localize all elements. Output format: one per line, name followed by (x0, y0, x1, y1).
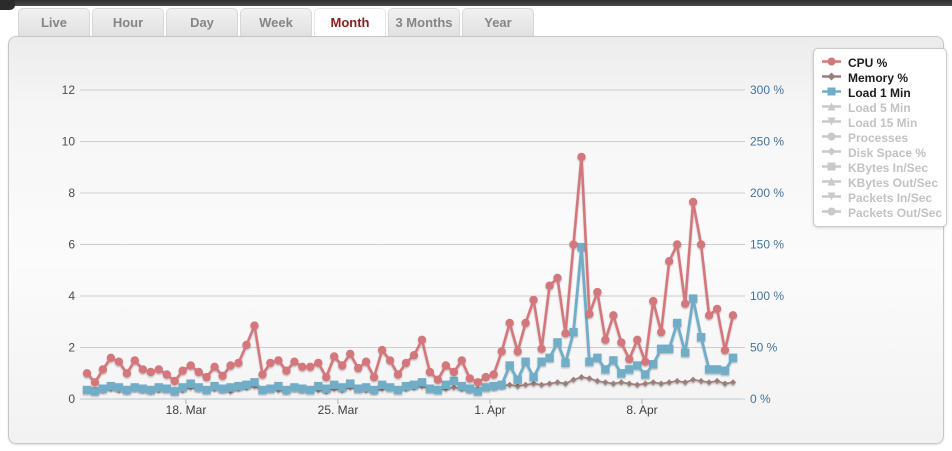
legend: CPU % Memory % Load 1 Min Load 5 Min Load 15… (813, 48, 947, 227)
tab-bar: Live Hour Day Week Month 3 Months Year (18, 8, 534, 36)
cpu-series-circle-icon (821, 55, 842, 71)
svg-text:8. Apr: 8. Apr (626, 403, 657, 417)
svg-text:0 %: 0 % (750, 392, 771, 406)
legend-item-packets-out-sec[interactable]: Packets Out/Sec (821, 205, 943, 221)
processes-series-circle-icon (821, 130, 842, 146)
tab-3-months[interactable]: 3 Months (388, 8, 460, 36)
tab-month[interactable]: Month (314, 8, 386, 36)
window-corner (0, 0, 15, 10)
kbytes-out-sec-series-triangle-up-icon (821, 175, 842, 191)
kbytes-in-sec-series-square-icon (821, 160, 842, 176)
load-1-min-series-square-icon (821, 85, 842, 101)
legend-label: Disk Space % (848, 145, 927, 160)
packets-in-sec-series-triangle-down-icon (821, 190, 842, 206)
svg-text:8: 8 (68, 186, 75, 200)
disk-space-series-diamond-icon (821, 145, 842, 161)
svg-text:18. Mar: 18. Mar (166, 403, 207, 417)
legend-label: Memory % (848, 70, 909, 85)
tab-hour[interactable]: Hour (92, 8, 164, 36)
legend-label: KBytes In/Sec (848, 160, 929, 175)
legend-label: KBytes Out/Sec (848, 175, 939, 190)
legend-item-load-1-min[interactable]: Load 1 Min (821, 85, 939, 100)
legend-item-packets-in-sec[interactable]: Packets In/Sec (821, 190, 939, 205)
legend-item-kbytes-in-sec[interactable]: KBytes In/Sec (821, 160, 939, 175)
load-15-min-series-triangle-down-icon (821, 115, 842, 131)
legend-item-load-5-min[interactable]: Load 5 Min (821, 100, 939, 115)
svg-text:10: 10 (62, 135, 76, 149)
load-5-min-series-triangle-up-icon (821, 100, 842, 116)
legend-label: Packets In/Sec (848, 190, 933, 205)
legend-label: Load 15 Min (848, 115, 918, 130)
tab-year[interactable]: Year (462, 8, 534, 36)
legend-label: Processes (848, 130, 909, 145)
svg-text:25. Mar: 25. Mar (318, 403, 359, 417)
packets-out-sec-series-circle-icon (821, 205, 842, 221)
legend-item-disk-space[interactable]: Disk Space % (821, 145, 939, 160)
svg-text:6: 6 (68, 238, 75, 252)
legend-label: CPU % (848, 55, 888, 70)
legend-item-load-15-min[interactable]: Load 15 Min (821, 115, 939, 130)
svg-text:1. Apr: 1. Apr (474, 403, 505, 417)
legend-item-cpu[interactable]: CPU % (821, 55, 939, 70)
svg-text:4: 4 (68, 289, 75, 303)
top-edge-bar (0, 0, 952, 6)
svg-text:12: 12 (62, 83, 76, 97)
legend-label: Load 1 Min (848, 85, 911, 100)
legend-item-processes[interactable]: Processes (821, 130, 939, 145)
memory-series-diamond-icon (821, 70, 842, 86)
tab-week[interactable]: Week (240, 8, 312, 36)
svg-text:50 %: 50 % (750, 341, 778, 355)
legend-label: Packets Out/Sec (848, 205, 943, 220)
svg-text:200 %: 200 % (750, 186, 784, 200)
svg-text:300 %: 300 % (750, 83, 784, 97)
svg-text:150 %: 150 % (750, 238, 784, 252)
legend-label: Load 5 Min (848, 100, 911, 115)
tab-day[interactable]: Day (166, 8, 238, 36)
legend-item-kbytes-out-sec[interactable]: KBytes Out/Sec (821, 175, 939, 190)
legend-item-memory[interactable]: Memory % (821, 70, 939, 85)
svg-text:0: 0 (68, 392, 75, 406)
svg-text:100 %: 100 % (750, 289, 784, 303)
svg-text:250 %: 250 % (750, 135, 784, 149)
tab-live[interactable]: Live (18, 8, 90, 36)
svg-text:2: 2 (68, 341, 75, 355)
